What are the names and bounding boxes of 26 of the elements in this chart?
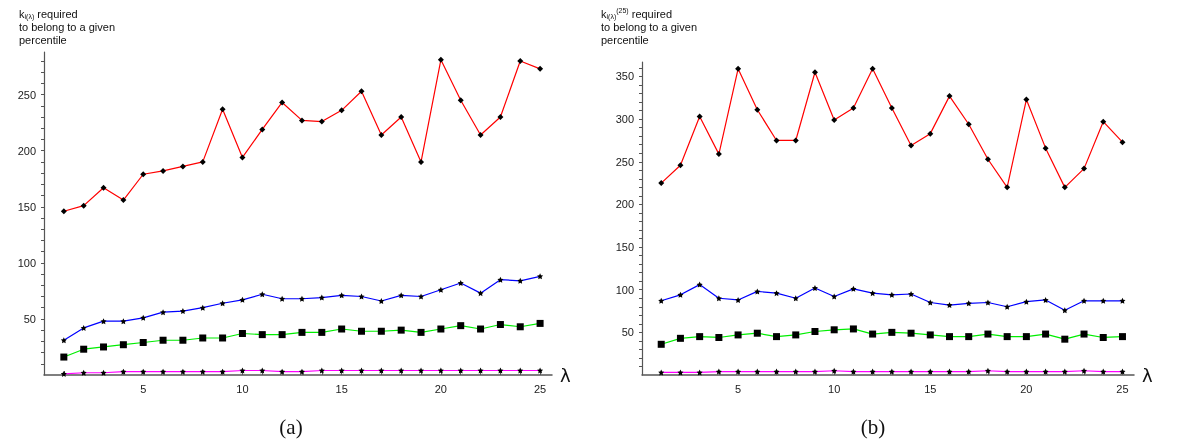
x-tick-label: 20 bbox=[1020, 382, 1033, 395]
y-tick-label: 250 bbox=[615, 155, 634, 168]
y-tick-label: 150 bbox=[615, 241, 634, 254]
y-tick-label: 200 bbox=[615, 198, 634, 211]
y-tick-label: 50 bbox=[23, 312, 36, 325]
text: (a) bbox=[279, 414, 303, 439]
y-tick-label: 200 bbox=[17, 144, 36, 157]
x-axis-title: λ bbox=[1142, 364, 1153, 386]
x-tick-label: 10 bbox=[828, 382, 841, 395]
text: (b) bbox=[860, 414, 886, 439]
y-tick-label: 100 bbox=[615, 283, 634, 296]
y-tick-label: 250 bbox=[17, 88, 36, 101]
y-tick-label: 350 bbox=[615, 70, 634, 83]
y-tick-label: 300 bbox=[615, 113, 634, 126]
x-tick-label: 10 bbox=[236, 382, 249, 395]
y-tick-label: 100 bbox=[17, 256, 36, 269]
x-tick-label: 5 bbox=[735, 382, 742, 395]
x-axis-title: λ bbox=[560, 364, 571, 386]
x-tick-label: 5 bbox=[140, 382, 147, 395]
x-tick-label: 15 bbox=[924, 382, 937, 395]
x-tick-label: 25 bbox=[1116, 382, 1129, 395]
x-tick-label: 15 bbox=[335, 382, 348, 395]
x-tick-label: 25 bbox=[533, 382, 547, 395]
y-tick-label: 50 bbox=[621, 326, 634, 339]
y-tick-label: 150 bbox=[17, 200, 36, 213]
x-tick-label: 20 bbox=[434, 382, 447, 395]
